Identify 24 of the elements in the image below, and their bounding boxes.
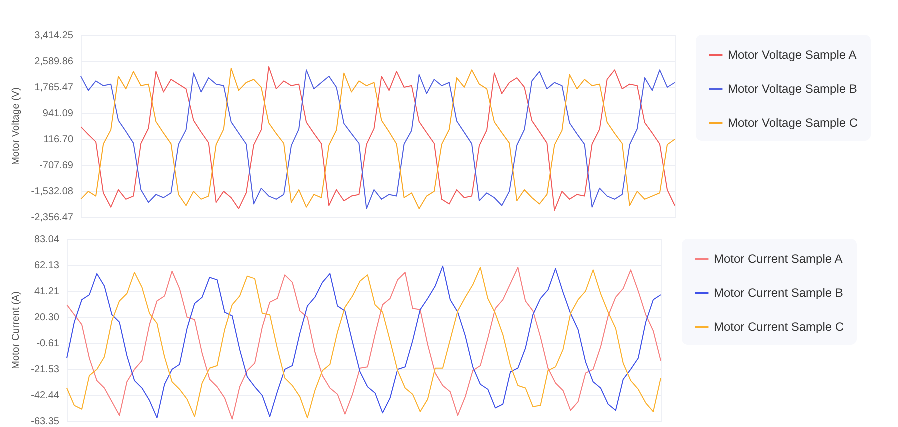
legend-label: Motor Current Sample A (714, 252, 843, 266)
legend-label: Motor Voltage Sample B (728, 82, 858, 96)
y-tick-label: 941.09 (42, 108, 74, 120)
y-tick-label: -0.61 (36, 338, 60, 350)
y-axis-title: Motor Current (A) (11, 292, 22, 370)
y-tick-label: 116.70 (44, 134, 74, 146)
y-tick-label: 62.13 (34, 260, 60, 272)
y-tick-label: -63.35 (31, 416, 60, 427)
y-tick-label: 1,765.47 (34, 82, 74, 94)
y-tick-label: 3,414.25 (34, 30, 74, 42)
y-tick-label: -21.53 (31, 364, 60, 376)
y-tick-label: 83.04 (34, 234, 60, 246)
y-tick-label: 41.21 (34, 286, 60, 298)
y-tick-label: -707.69 (40, 160, 74, 172)
y-tick-label: 20.30 (34, 312, 60, 324)
y-tick-label: 2,589.86 (34, 56, 74, 68)
legend-label: Motor Current Sample B (714, 286, 844, 300)
legend-label: Motor Voltage Sample A (728, 48, 857, 62)
y-axis-title: Motor Voltage (V) (11, 88, 22, 166)
legend-label: Motor Voltage Sample C (728, 116, 858, 130)
y-tick-label: -42.44 (31, 390, 60, 402)
legend-label: Motor Current Sample C (714, 320, 844, 334)
y-tick-label: -1,532.08 (31, 186, 74, 198)
y-tick-label: -2,356.47 (31, 212, 74, 224)
